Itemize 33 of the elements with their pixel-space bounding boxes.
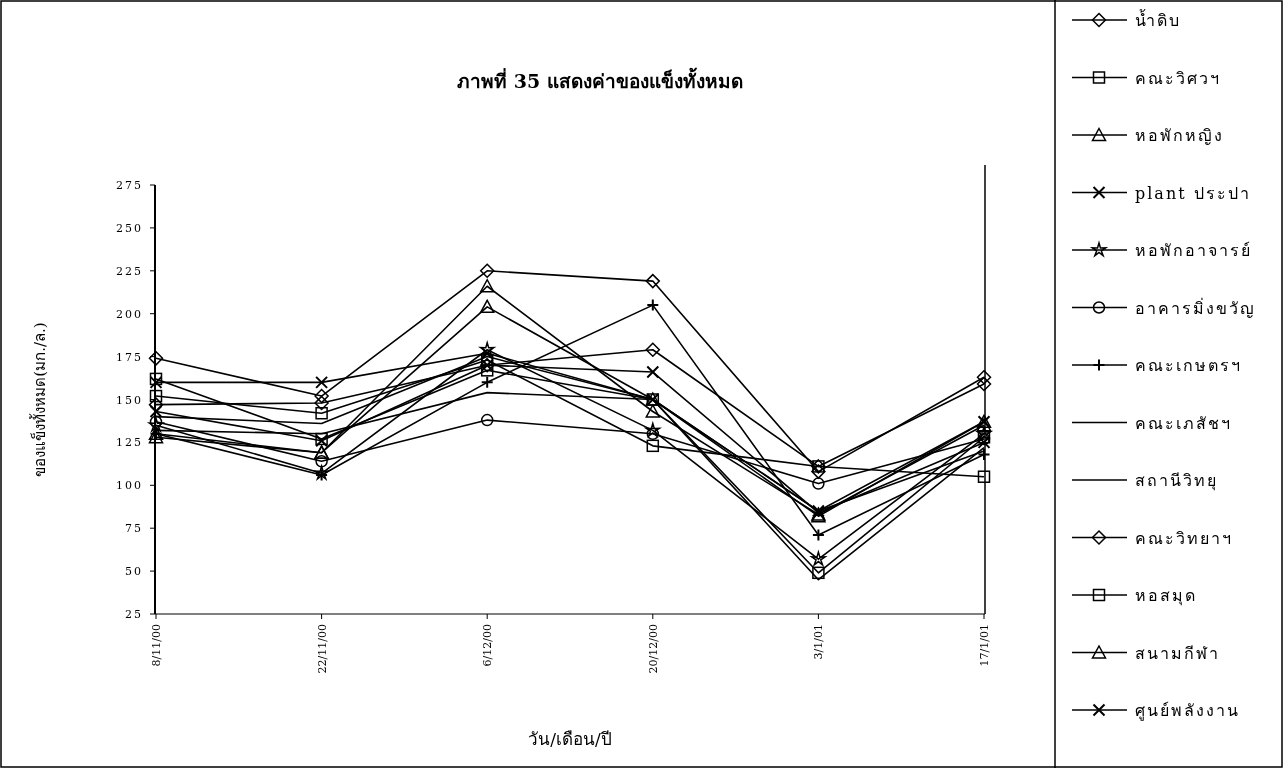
- y-tick-label: 225: [116, 264, 143, 278]
- y-tick-label: 50: [125, 565, 143, 579]
- legend-label: อาคารมิ่งขวัญ: [1135, 296, 1256, 318]
- legend-label: สถานีวิทยุ: [1135, 471, 1218, 491]
- y-tick-label: 200: [116, 307, 143, 321]
- legend-label: คณะเกษตรฯ: [1135, 356, 1242, 375]
- legend-label: สนามกีฬา: [1135, 643, 1220, 663]
- legend-label: คณะวิศวฯ: [1135, 68, 1221, 88]
- y-axis-title: ของแข็งทั้งหมด(มก./ล.): [29, 322, 49, 477]
- legend-label: น้ำดิบ: [1135, 9, 1181, 30]
- legend-label: คณะเภสัชฯ: [1135, 413, 1232, 433]
- x-tick-label: 3/1/01: [812, 624, 826, 660]
- x-tick-label: 6/12/00: [481, 624, 495, 667]
- y-tick-label: 75: [125, 522, 143, 536]
- legend-label: หอพักหญิง: [1135, 126, 1224, 145]
- x-axis-title: วัน/เดือน/ปี: [528, 729, 612, 749]
- x-tick-label: 17/1/01: [978, 624, 991, 667]
- y-tick-label: 100: [116, 479, 143, 493]
- legend-label: คณะวิทยาฯ: [1135, 528, 1233, 548]
- y-tick-label: 250: [116, 221, 143, 235]
- legend-label: หอสมุด: [1135, 586, 1197, 606]
- legend-label: หอพักอาจารย์: [1135, 241, 1252, 260]
- legend-label: ศูนย์พลังงาน: [1135, 701, 1240, 721]
- y-tick-label: 175: [116, 350, 143, 364]
- y-tick-label: 25: [125, 608, 143, 621]
- x-tick-label: 20/12/00: [646, 624, 660, 674]
- x-tick-label: 8/11/00: [150, 624, 163, 667]
- y-tick-label: 125: [116, 436, 143, 450]
- y-tick-label: 150: [116, 393, 143, 407]
- chart-title: ภาพที่ 35 แสดงค่าของแข็งทั้งหมด: [457, 67, 743, 92]
- y-tick-label: 275: [116, 179, 143, 192]
- legend-label: plant ประปา: [1135, 183, 1251, 203]
- x-tick-label: 22/11/00: [315, 624, 329, 674]
